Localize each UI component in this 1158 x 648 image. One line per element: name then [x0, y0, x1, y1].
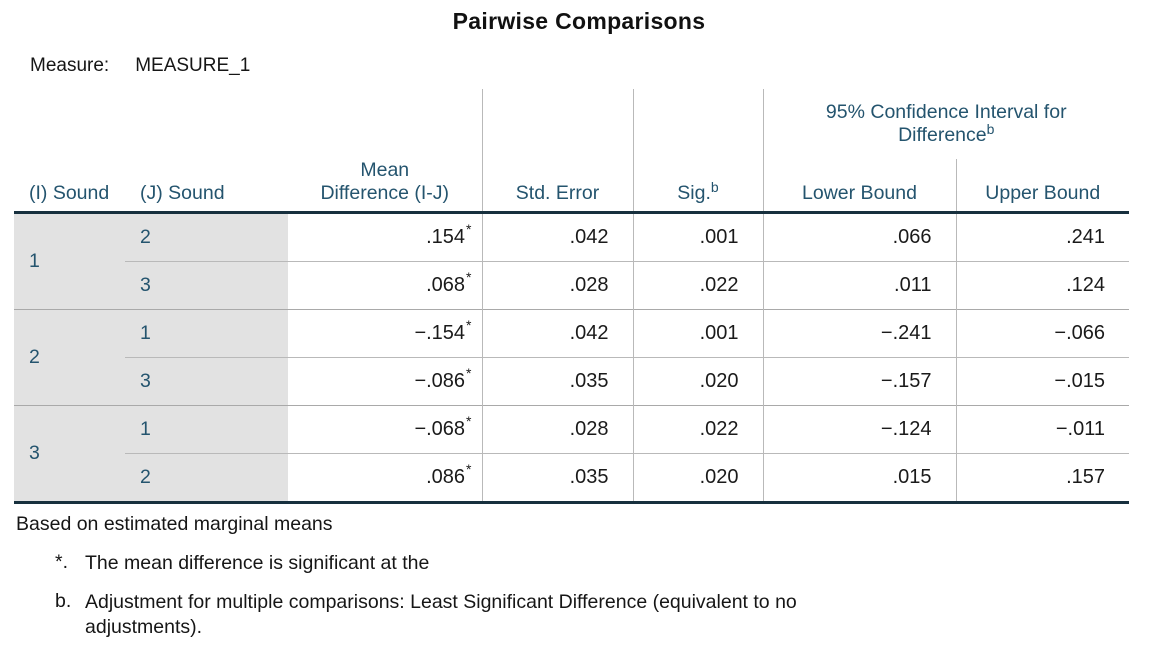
cell-upper-bound: .157 — [955, 453, 1129, 503]
cell-j-sound: 1 — [125, 405, 288, 454]
cell-mean-difference: .154* — [426, 221, 472, 248]
col-header-lower-bound: Lower Bound — [762, 159, 956, 214]
col-header-confidence-interval: 95% Confidence Interval for Differenceb — [762, 89, 1129, 159]
cell-sig: .020 — [632, 357, 763, 406]
table-title: Pairwise Comparisons — [452, 8, 706, 34]
cell-std-error: .035 — [481, 453, 633, 503]
cell-std-error: .028 — [481, 405, 633, 454]
footnote-base: Based on estimated marginal means — [16, 513, 333, 535]
footnote-star-text: The mean difference is significant at th… — [85, 552, 430, 574]
cell-j-sound: 2 — [125, 212, 288, 262]
significance-marker: * — [466, 365, 472, 381]
significance-marker: * — [466, 461, 472, 477]
ci-footnote-marker: b — [986, 121, 995, 137]
cell-std-error: .042 — [481, 212, 633, 262]
significance-marker: * — [466, 317, 472, 333]
sig-label: Sig. — [677, 182, 711, 204]
significance-marker: * — [466, 221, 472, 237]
cell-j-sound: 1 — [125, 309, 288, 358]
footnote-adjustment: b. Adjustment for multiple comparisons: … — [55, 590, 1158, 639]
significance-marker: * — [466, 269, 472, 285]
cell-sig: .001 — [632, 212, 763, 262]
pairwise-comparisons-table: (I) Sound (J) Sound Mean Difference (I-J… — [14, 89, 1129, 504]
col-header-j-sound: (J) Sound — [125, 89, 288, 214]
ci-label: 95% Confidence Interval for Difference — [825, 101, 1067, 146]
cell-mean-difference: −.086* — [288, 357, 482, 406]
cell-mean-difference: −.154* — [288, 309, 482, 358]
cell-upper-bound: −.011 — [955, 405, 1129, 454]
cell-std-error: .042 — [481, 309, 633, 358]
cell-upper-bound: .241 — [955, 212, 1129, 262]
cell-lower-bound: .066 — [762, 212, 956, 262]
cell-lower-bound: −.124 — [762, 405, 956, 454]
cell-std-error: .035 — [481, 357, 633, 406]
cell-i-sound: 1 — [14, 212, 125, 310]
col-header-std-error: Std. Error — [481, 89, 633, 214]
cell-lower-bound: −.241 — [762, 309, 956, 358]
cell-j-sound: 2 — [125, 453, 288, 503]
cell-mean-difference: −.068* — [288, 405, 482, 454]
cell-lower-bound: .011 — [762, 261, 956, 310]
col-header-sig: Sig.b — [632, 89, 763, 214]
col-header-mean-difference: Mean Difference (I-J) — [288, 89, 482, 214]
cell-i-sound: 2 — [14, 309, 125, 406]
cell-std-error: .028 — [481, 261, 633, 310]
table-row: 2 .086* .035 .020 .015 .157 — [14, 453, 1129, 503]
cell-lower-bound: −.157 — [762, 357, 956, 406]
footnote-significance: *. The mean difference is significant at… — [55, 551, 1158, 575]
cell-upper-bound: −.066 — [955, 309, 1129, 358]
sig-footnote-marker: b — [710, 179, 719, 195]
measure-line: Measure: MEASURE_1 — [30, 55, 1158, 77]
table-body: 1 2 .154* .042 .001 .066 .241 3 .068* .0… — [14, 212, 1129, 503]
table-row: 3 1 −.068* .028 .022 −.124 −.011 — [14, 405, 1129, 503]
footnote-star-marker: *. — [55, 551, 69, 573]
cell-j-sound: 3 — [125, 357, 288, 406]
table-row: 3 .068* .028 .022 .011 .124 — [14, 261, 1129, 310]
cell-sig: .001 — [632, 309, 763, 358]
cell-upper-bound: .124 — [955, 261, 1129, 310]
cell-j-sound: 3 — [125, 261, 288, 310]
measure-value: MEASURE_1 — [135, 55, 251, 76]
footnote-b-text: Adjustment for multiple comparisons: Lea… — [85, 591, 797, 638]
cell-i-sound: 3 — [14, 405, 125, 503]
cell-sig: .020 — [632, 453, 763, 503]
cell-mean-difference: .068* — [288, 261, 482, 310]
footnote-b-marker: b. — [55, 590, 72, 613]
measure-label: Measure: — [30, 55, 110, 76]
cell-upper-bound: −.015 — [955, 357, 1129, 406]
table-row: 2 1 −.154* .042 .001 −.241 −.066 — [14, 309, 1129, 406]
col-header-upper-bound: Upper Bound — [955, 159, 1129, 214]
significance-marker: * — [466, 413, 472, 429]
cell-sig: .022 — [632, 261, 763, 310]
table-header: (I) Sound (J) Sound Mean Difference (I-J… — [14, 89, 1129, 214]
table-row: 1 2 .154* .042 .001 .066 .241 — [14, 212, 1129, 310]
table-row: 3 −.086* .035 .020 −.157 −.015 — [14, 357, 1129, 406]
cell-sig: .022 — [632, 405, 763, 454]
cell-mean-difference: .086* — [288, 453, 482, 503]
cell-lower-bound: .015 — [762, 453, 956, 503]
col-header-i-sound: (I) Sound — [14, 89, 125, 214]
